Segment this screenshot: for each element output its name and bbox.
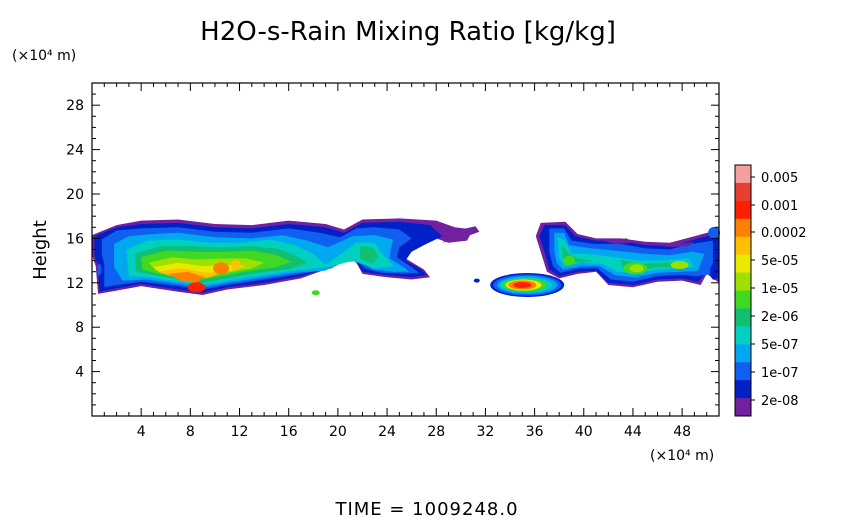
x-unit-label: (×10⁴ m) (650, 448, 714, 464)
colorbar-label: 2e-08 (761, 394, 799, 409)
field-edge-left (97, 263, 102, 276)
field-east-green-2 (563, 255, 576, 266)
x-tick-label: 48 (673, 424, 691, 440)
field-east-lime-2 (670, 261, 689, 270)
cell36-core (513, 282, 532, 289)
colorbar-label: 2e-06 (761, 310, 799, 325)
y-tick-label: 20 (66, 187, 84, 203)
x-tick-label: 24 (378, 424, 396, 440)
colorbar-swatch (735, 398, 751, 417)
colorbar-swatch (735, 290, 751, 309)
x-tick-label: 44 (624, 424, 642, 440)
colorbar-swatch (735, 272, 751, 291)
x-tick-label: 28 (427, 424, 445, 440)
colorbar: 0.005 0.001 0.0002 5e-05 1e-05 2e-06 5e-07 1e-0… (734, 164, 807, 417)
field-mid-teal (360, 246, 379, 264)
x-tick-label: 8 (186, 424, 195, 440)
colorbar-label: 0.005 (761, 171, 798, 186)
x-tick-label: 36 (526, 424, 544, 440)
x-axis: 4 8 12 16 20 24 28 32 36 40 44 48 (103, 83, 708, 440)
colorbar-swatch (735, 165, 751, 184)
colorbar-swatch (735, 218, 751, 238)
colorbar-label: 5e-07 (761, 338, 799, 353)
field-blob-31 (473, 278, 480, 283)
field-west-orange-2 (213, 262, 230, 275)
chart-title: H2O-s-Rain Mixing Ratio [kg/kg] (200, 17, 616, 47)
colorbar-label: 0.0002 (761, 226, 807, 241)
x-tick-label: 32 (476, 424, 494, 440)
y-tick-label: 28 (66, 98, 84, 114)
colorbar-label: 0.001 (761, 199, 798, 214)
x-tick-label: 12 (231, 424, 249, 440)
time-footer: TIME = 1009248.0 (334, 499, 518, 519)
field-east-streak (663, 241, 695, 248)
colorbar-swatch (735, 254, 751, 273)
field-west-gold-2 (230, 260, 241, 271)
y-tick-label: 4 (75, 365, 84, 381)
colorbar-frame (734, 164, 752, 417)
colorbar-swatch (735, 380, 751, 399)
x-tick-label: 20 (329, 424, 347, 440)
colorbar-swatch (735, 200, 751, 220)
y-axis: 4 8 12 16 20 24 28 (66, 93, 719, 406)
colorbar-swatch (735, 326, 751, 345)
colorbar-label: 1e-07 (761, 366, 799, 381)
field-right-edge-2 (710, 263, 719, 280)
colorbar-label: 1e-05 (761, 282, 799, 297)
y-unit-label: (×10⁴ m) (12, 48, 76, 64)
x-tick-label: 40 (575, 424, 593, 440)
colorbar-swatch (735, 362, 751, 381)
field-purple-streak (442, 226, 480, 243)
field-west-core (187, 282, 206, 293)
y-tick-label: 16 (66, 231, 84, 247)
colorbar-label: 5e-05 (761, 254, 799, 269)
colorbar-swatch (735, 182, 751, 202)
y-axis-label: Height (30, 220, 51, 280)
field-blob-18 (311, 290, 320, 296)
rain-field (92, 218, 721, 298)
x-tick-label: 4 (137, 424, 146, 440)
colorbar-swatch (735, 344, 751, 363)
field-west-orange (168, 271, 206, 283)
field-east-streak-2 (603, 238, 633, 244)
y-tick-label: 8 (75, 320, 84, 336)
x-tick-label: 16 (280, 424, 298, 440)
field-right-edge (708, 226, 721, 239)
field-east-lime (629, 264, 644, 273)
colorbar-swatch (735, 236, 751, 256)
y-tick-label: 24 (66, 143, 84, 159)
colorbar-swatch (735, 308, 751, 327)
y-tick-label: 12 (66, 276, 84, 292)
